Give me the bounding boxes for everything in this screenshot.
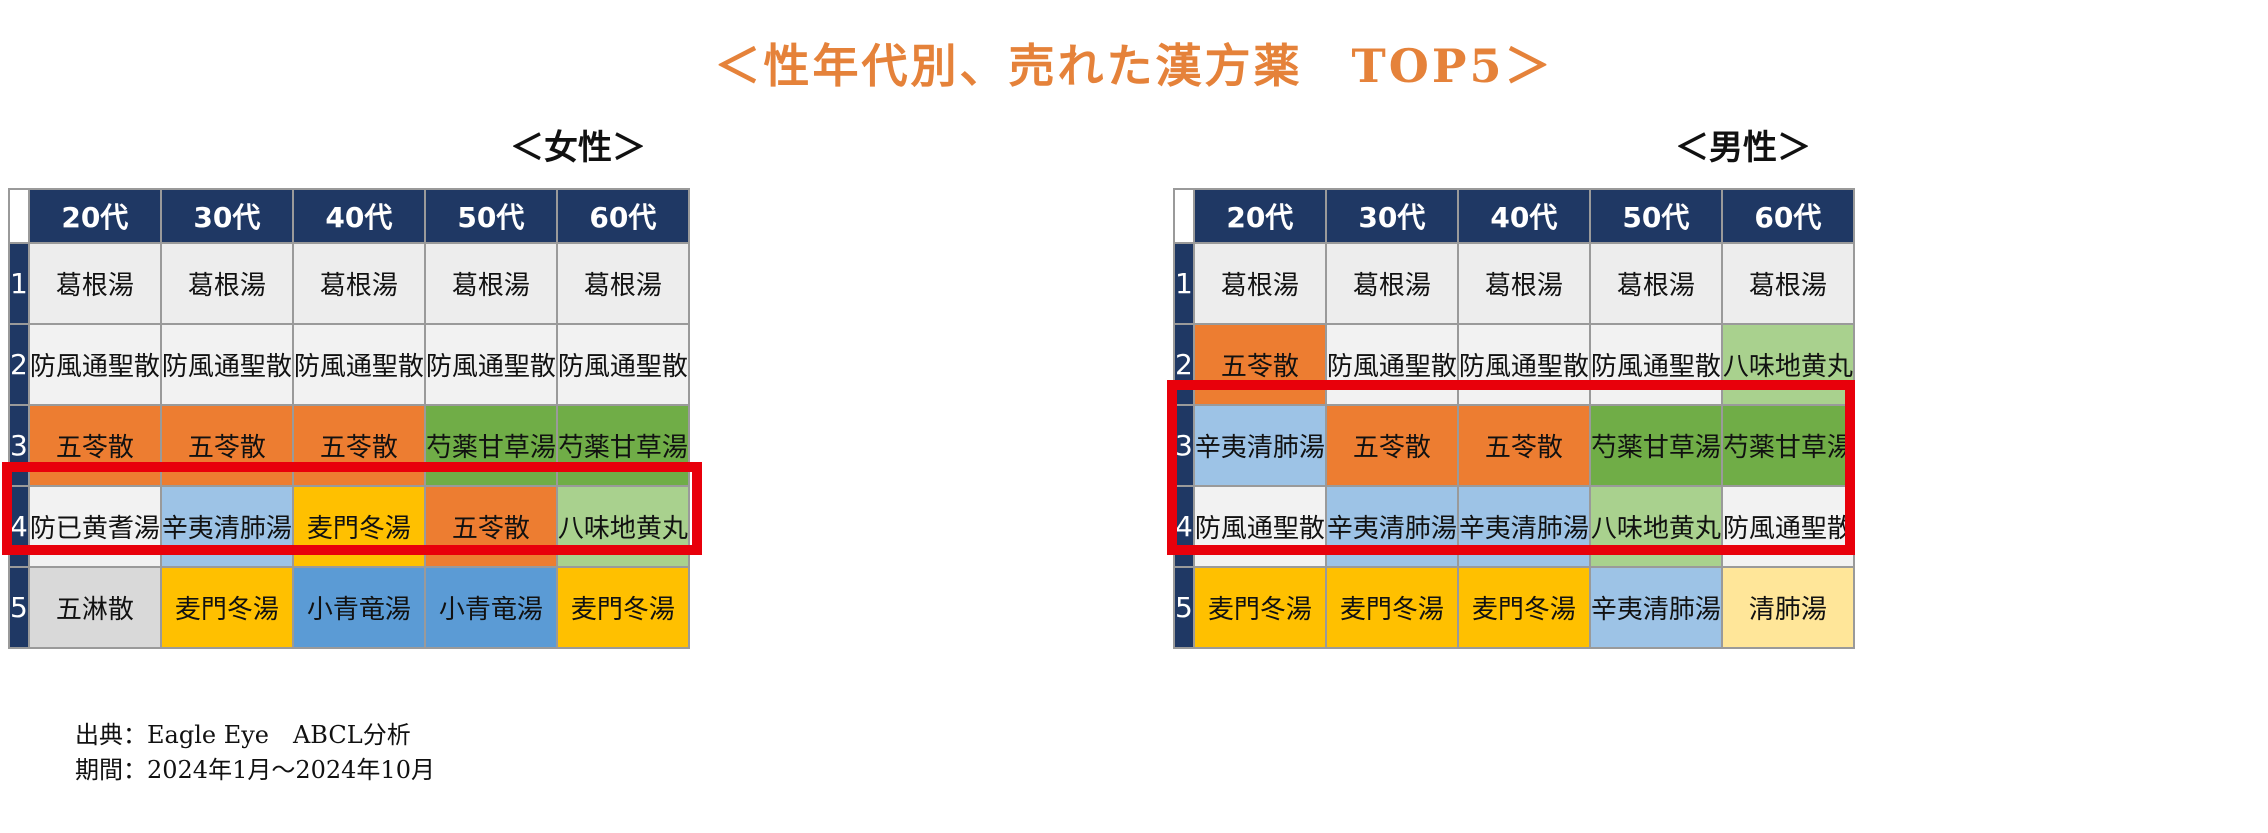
medicine-cell: 防風通聖散 <box>1720 485 1855 568</box>
medicine-cell: 麦門冬湯 <box>555 566 690 649</box>
age-header-60s: 60代 <box>555 188 690 244</box>
table-row: 2 防風通聖散 防風通聖散 防風通聖散 防風通聖散 防風通聖散 <box>8 323 690 406</box>
medicine-cell: 五苓散 <box>1456 404 1591 487</box>
table-row: 3 五苓散 五苓散 五苓散 芍薬甘草湯 芍薬甘草湯 <box>8 404 690 487</box>
medicine-cell: 芍薬甘草湯 <box>555 404 690 487</box>
age-header-40s: 40代 <box>1456 188 1591 244</box>
period-note: 期間：2024年1月～2024年10月 <box>75 756 435 784</box>
medicine-cell: 葛根湯 <box>555 242 690 325</box>
medicine-cell: 八味地黄丸 <box>555 485 690 568</box>
age-header-20s: 20代 <box>1192 188 1327 244</box>
medicine-cell: 辛夷清肺湯 <box>1192 404 1327 487</box>
medicine-cell: 小青竜湯 <box>291 566 426 649</box>
medicine-cell: 辛夷清肺湯 <box>1588 566 1723 649</box>
table-row: 1 葛根湯 葛根湯 葛根湯 葛根湯 葛根湯 <box>1173 242 1855 325</box>
medicine-cell: 清肺湯 <box>1720 566 1855 649</box>
medicine-cell: 葛根湯 <box>1720 242 1855 325</box>
medicine-cell: 辛夷清肺湯 <box>1456 485 1591 568</box>
rank-number: 5 <box>1173 566 1195 649</box>
medicine-cell: 防風通聖散 <box>1192 485 1327 568</box>
table-row: 2 五苓散 防風通聖散 防風通聖散 防風通聖散 八味地黄丸 <box>1173 323 1855 406</box>
medicine-cell: 八味地黄丸 <box>1588 485 1723 568</box>
medicine-cell: 防風通聖散 <box>555 323 690 406</box>
medicine-cell: 五苓散 <box>1192 323 1327 406</box>
age-header-50s: 50代 <box>1588 188 1723 244</box>
table-row: 5 麦門冬湯 麦門冬湯 麦門冬湯 辛夷清肺湯 清肺湯 <box>1173 566 1855 649</box>
age-header-50s: 50代 <box>423 188 558 244</box>
medicine-cell: 葛根湯 <box>1192 242 1327 325</box>
age-header-30s: 30代 <box>1324 188 1459 244</box>
table-row: 4 防已黄耆湯 辛夷清肺湯 麦門冬湯 五苓散 八味地黄丸 <box>8 485 690 568</box>
table-row: 3 辛夷清肺湯 五苓散 五苓散 芍薬甘草湯 芍薬甘草湯 <box>1173 404 1855 487</box>
age-header-20s: 20代 <box>27 188 162 244</box>
medicine-cell: 芍薬甘草湯 <box>1720 404 1855 487</box>
source-note: 出典：Eagle Eye ABCL分析 <box>75 721 411 749</box>
medicine-cell: 葛根湯 <box>1324 242 1459 325</box>
footer: 出典：Eagle Eye ABCL分析 期間：2024年1月～2024年10月 <box>75 718 435 788</box>
rank-number: 2 <box>8 323 30 406</box>
rank-number: 1 <box>1173 242 1195 325</box>
medicine-cell: 防風通聖散 <box>1588 323 1723 406</box>
medicine-cell: 葛根湯 <box>1588 242 1723 325</box>
medicine-cell: 防風通聖散 <box>423 323 558 406</box>
medicine-cell: 防風通聖散 <box>1456 323 1591 406</box>
rank-number: 1 <box>8 242 30 325</box>
medicine-cell: 防風通聖散 <box>27 323 162 406</box>
medicine-cell: 麦門冬湯 <box>1456 566 1591 649</box>
medicine-cell: 麦門冬湯 <box>159 566 294 649</box>
medicine-cell: 辛夷清肺湯 <box>159 485 294 568</box>
age-header-40s: 40代 <box>291 188 426 244</box>
table-row: 5 五淋散 麦門冬湯 小青竜湯 小青竜湯 麦門冬湯 <box>8 566 690 649</box>
medicine-cell: 防風通聖散 <box>291 323 426 406</box>
medicine-cell: 八味地黄丸 <box>1720 323 1855 406</box>
rank-number: 2 <box>1173 323 1195 406</box>
age-header-60s: 60代 <box>1720 188 1855 244</box>
female-label: ＜女性＞ <box>510 128 646 168</box>
age-header-30s: 30代 <box>159 188 294 244</box>
male-label: ＜男性＞ <box>1675 128 1811 168</box>
page-title: ＜性年代別、売れた漢方薬 TOP5＞ <box>714 39 1554 93</box>
medicine-cell: 芍薬甘草湯 <box>1588 404 1723 487</box>
medicine-cell: 五苓散 <box>27 404 162 487</box>
header-row: 20代 30代 40代 50代 60代 <box>8 188 690 244</box>
medicine-cell: 辛夷清肺湯 <box>1324 485 1459 568</box>
medicine-cell: 五淋散 <box>27 566 162 649</box>
medicine-cell: 葛根湯 <box>27 242 162 325</box>
medicine-cell: 麦門冬湯 <box>1192 566 1327 649</box>
medicine-cell: 五苓散 <box>1324 404 1459 487</box>
rank-number: 3 <box>1173 404 1195 487</box>
medicine-cell: 葛根湯 <box>423 242 558 325</box>
corner-cell <box>8 188 30 244</box>
medicine-cell: 芍薬甘草湯 <box>423 404 558 487</box>
medicine-cell: 五苓散 <box>291 404 426 487</box>
medicine-cell: 防風通聖散 <box>1324 323 1459 406</box>
rank-number: 4 <box>8 485 30 568</box>
medicine-cell: 葛根湯 <box>291 242 426 325</box>
rank-number: 3 <box>8 404 30 487</box>
header-row: 20代 30代 40代 50代 60代 <box>1173 188 1855 244</box>
rank-number: 4 <box>1173 485 1195 568</box>
rank-number: 5 <box>8 566 30 649</box>
medicine-cell: 防已黄耆湯 <box>27 485 162 568</box>
table-row: 4 防風通聖散 辛夷清肺湯 辛夷清肺湯 八味地黄丸 防風通聖散 <box>1173 485 1855 568</box>
medicine-cell: 麦門冬湯 <box>291 485 426 568</box>
medicine-cell: 小青竜湯 <box>423 566 558 649</box>
corner-cell <box>1173 188 1195 244</box>
medicine-cell: 五苓散 <box>159 404 294 487</box>
female-ranking-table: 20代 30代 40代 50代 60代 1 葛根湯 葛根湯 葛根湯 葛根湯 葛根湯 2 防風通聖散 防風通… <box>8 188 690 649</box>
medicine-cell: 五苓散 <box>423 485 558 568</box>
medicine-cell: 葛根湯 <box>159 242 294 325</box>
table-row: 1 葛根湯 葛根湯 葛根湯 葛根湯 葛根湯 <box>8 242 690 325</box>
medicine-cell: 麦門冬湯 <box>1324 566 1459 649</box>
medicine-cell: 葛根湯 <box>1456 242 1591 325</box>
male-ranking-table: 20代 30代 40代 50代 60代 1 葛根湯 葛根湯 葛根湯 葛根湯 葛根湯 2 五苓散 防風通聖散… <box>1173 188 1855 649</box>
medicine-cell: 防風通聖散 <box>159 323 294 406</box>
